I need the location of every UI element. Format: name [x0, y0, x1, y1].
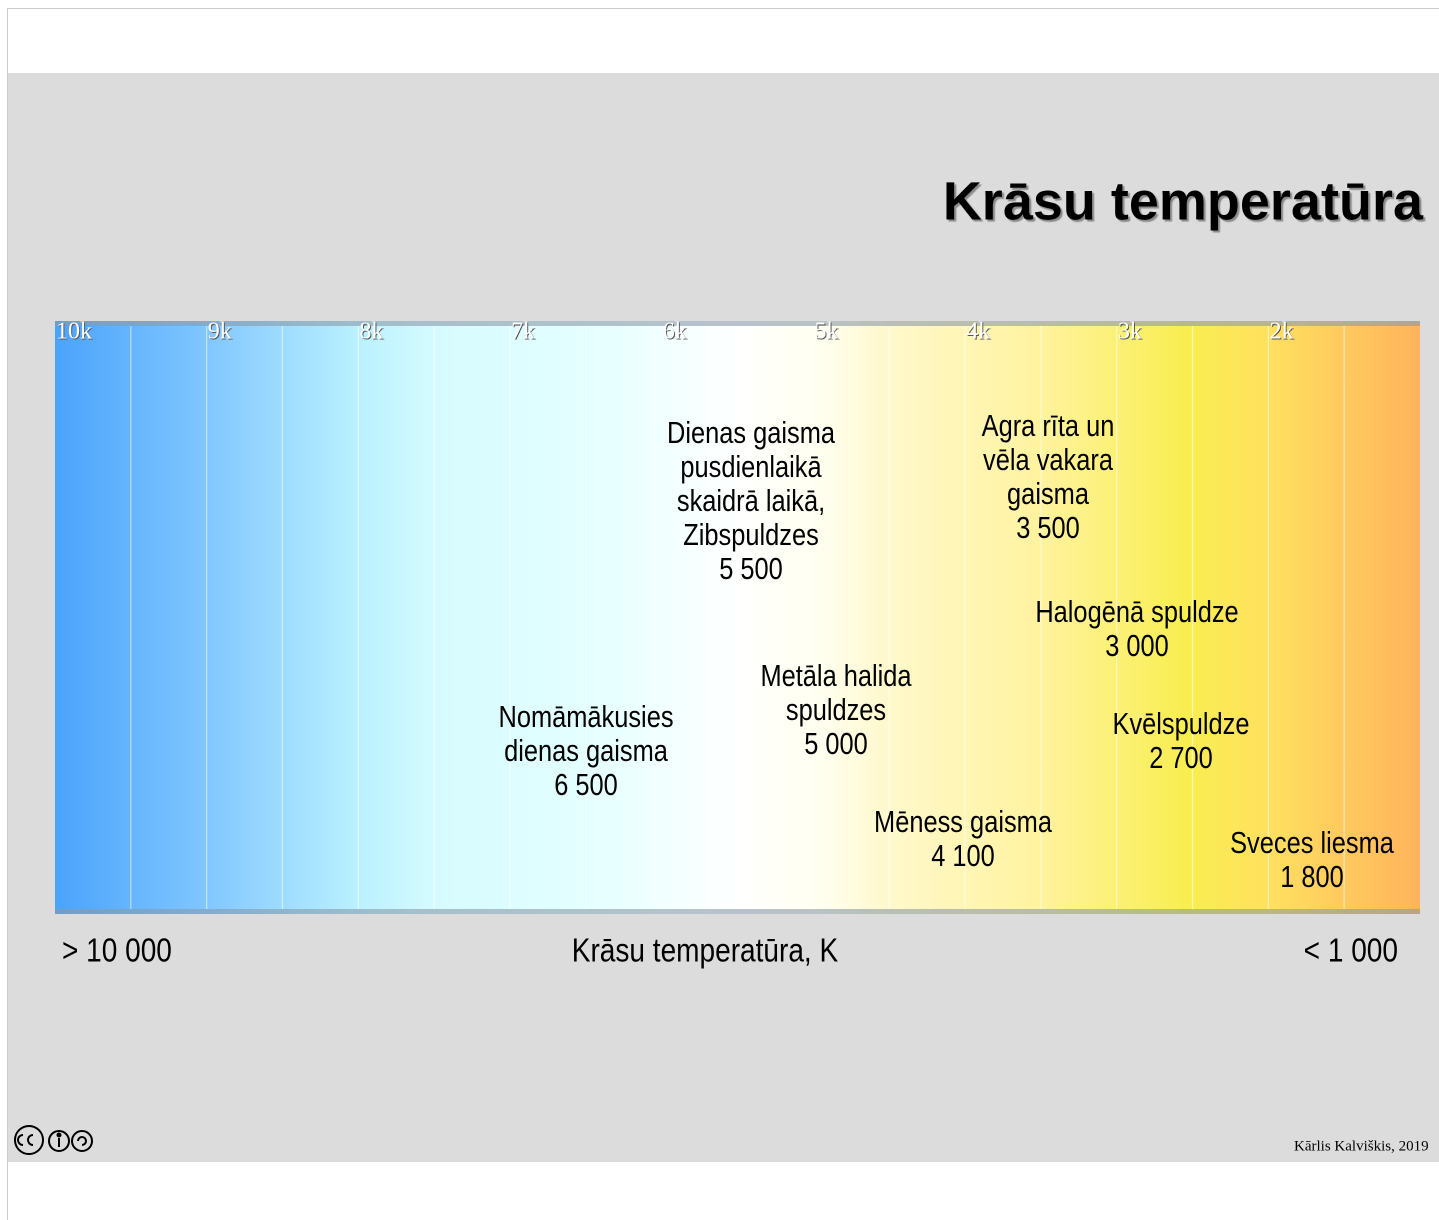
scale-tick: 3k: [1118, 319, 1142, 345]
annotation-value: 3 000: [1105, 629, 1169, 664]
annotation-value: 1 800: [1280, 860, 1344, 895]
annotation-line: Kvēlspuldze: [1113, 707, 1250, 742]
annotation-line: pusdienlaikā: [680, 450, 821, 485]
annotation-value: 5 500: [719, 552, 783, 587]
scale-tick: 5k: [815, 319, 839, 345]
scale-border: [55, 909, 1420, 914]
annotation-line: Sveces liesma: [1230, 826, 1394, 861]
annotation-line: Nomāmākusies: [498, 700, 673, 735]
annotation-value: 3 500: [1016, 511, 1080, 546]
annotation-line: Zibspuldzes: [683, 518, 819, 553]
license-icons: [14, 1125, 93, 1155]
annotation-line: Halogēnā spuldze: [1035, 595, 1238, 630]
annotation-line: skaidrā laikā,: [677, 484, 825, 519]
scale-tick: 9k: [208, 319, 232, 345]
scale-border: [55, 321, 1420, 326]
annotation-line: vēla vakara: [983, 443, 1113, 478]
annotation-line: dienas gaisma: [504, 734, 668, 769]
scale-tick: 6k: [663, 319, 687, 345]
scale-tick: 8k: [359, 319, 383, 345]
axis-right: < 1 000: [1304, 933, 1398, 970]
annotation-value: 4 100: [931, 839, 995, 874]
axis-left: > 10 000: [62, 933, 172, 970]
scale-tick: 7k: [511, 319, 535, 345]
title: Krāsu temperatūra: [943, 171, 1424, 231]
scale-tick: 4k: [966, 319, 990, 345]
annotation-line: Dienas gaisma: [667, 416, 835, 451]
footer: Kārlis Kalviškis, 2019: [1294, 1138, 1429, 1154]
annotation-value: 6 500: [554, 768, 618, 803]
scale-tick: 10k: [56, 319, 92, 345]
scale-tick: 2k: [1270, 319, 1294, 345]
axis-label: Krāsu temperatūra, K: [572, 933, 839, 970]
annotation-line: Mēness gaisma: [874, 805, 1052, 840]
annotation-value: 5 000: [804, 727, 868, 762]
annotation-line: gaisma: [1007, 477, 1089, 512]
annotation-line: Agra rīta un: [982, 409, 1115, 444]
annotation-value: 2 700: [1149, 741, 1213, 776]
annotation-line: Metāla halida: [760, 659, 911, 694]
annotation-line: spuldzes: [786, 693, 886, 728]
